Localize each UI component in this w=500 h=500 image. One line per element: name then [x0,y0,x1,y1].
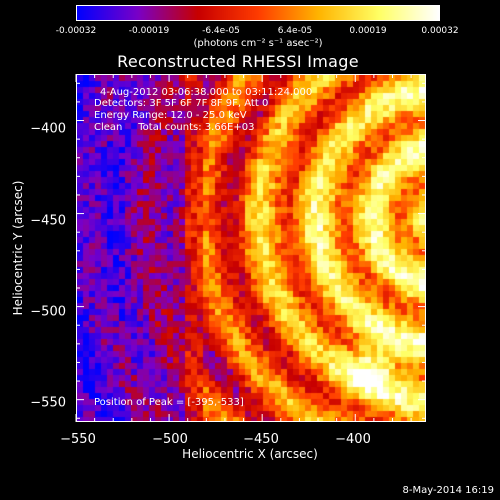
clean-counts-label: Clean Total counts: 3.66E+03 [94,122,255,133]
colorbar-tick-label: -6.4e-05 [202,26,240,36]
time-range-label: 4-Aug-2012 03:06:38.000 to 03:11:24.000 [100,87,313,98]
image-plot-area [76,74,426,422]
y-tick-label: −450 [30,213,66,229]
y-axis-label: Heliocentric Y (arcsec) [11,180,25,316]
colorbar-units: (photons cm⁻² s⁻¹ asec⁻²) [193,38,323,49]
detectors-label: Detectors: 3F 5F 6F 7F 8F 9F, Att 0 [94,98,269,109]
x-axis-label: Heliocentric X (arcsec) [182,447,318,461]
x-tick-label: −550 [60,432,96,447]
energy-range-label: Energy Range: 12.0 - 25.0 keV [94,110,247,121]
plot-title: Reconstructed RHESSI Image [117,52,359,71]
peak-position-label: Position of Peak = [-395,-533] [94,397,244,408]
colorbar-tick-label: -0.00032 [55,26,97,36]
x-tick-label: −450 [243,432,279,447]
colorbar [76,5,440,21]
y-tick-label: −550 [30,395,66,411]
x-tick-label: −400 [335,432,371,447]
colorbar-tick-label: 0.00019 [349,26,387,36]
y-tick-label: −500 [30,304,66,320]
colorbar-tick-label: 6.4e-05 [277,26,313,36]
y-tick-label: −400 [30,121,66,137]
colorbar-tick-label: -0.00019 [128,26,170,36]
x-tick-label: −500 [152,432,188,447]
date-stamp: 8-May-2014 16:19 [402,485,494,496]
rhessi-image-heatmap [77,75,425,421]
colorbar-tick-label: 0.00032 [421,26,459,36]
